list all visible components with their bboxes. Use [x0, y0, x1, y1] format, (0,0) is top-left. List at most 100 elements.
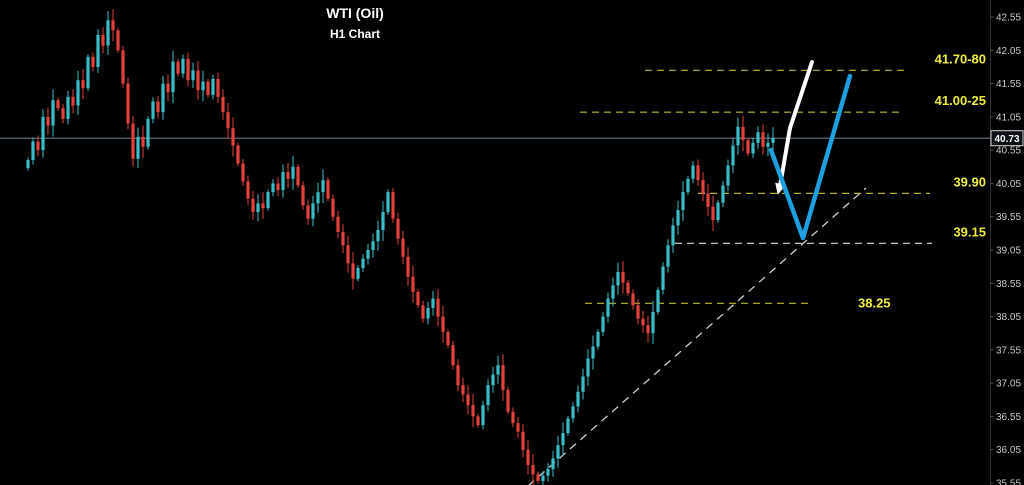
candle	[681, 181, 685, 221]
candle	[56, 97, 60, 111]
candle	[546, 463, 550, 482]
candle	[596, 329, 600, 350]
candle	[616, 262, 620, 295]
candle	[696, 159, 700, 187]
candle	[26, 157, 30, 171]
candle	[376, 220, 380, 251]
candle	[526, 440, 530, 475]
ascending-trendline	[528, 187, 867, 485]
candle	[406, 247, 410, 286]
candle	[686, 176, 690, 195]
candle	[261, 192, 265, 219]
candle	[366, 244, 370, 265]
axis-price-label: 41.55	[996, 79, 1021, 90]
candle	[221, 89, 225, 120]
candle	[396, 212, 400, 245]
candle	[536, 471, 540, 484]
candle	[31, 137, 35, 165]
candle	[456, 359, 460, 392]
candle	[511, 407, 515, 428]
candle	[556, 435, 560, 468]
candle	[241, 159, 245, 186]
candle	[561, 422, 565, 456]
candle	[61, 103, 65, 124]
candle	[386, 189, 390, 215]
candle	[581, 368, 585, 400]
level-label-41-70-80: 41.70-80	[935, 51, 986, 66]
candle	[231, 117, 235, 157]
candle	[186, 52, 190, 87]
candle	[131, 115, 135, 167]
candle	[181, 54, 185, 78]
candle	[101, 27, 105, 54]
candle	[371, 233, 375, 258]
axis-price-label: 42.05	[996, 46, 1021, 57]
candle	[706, 184, 710, 216]
candle	[291, 155, 295, 190]
candle	[446, 329, 450, 348]
candle	[736, 117, 740, 155]
candle	[66, 90, 70, 125]
axis-price-label: 39.05	[996, 246, 1021, 257]
candle	[496, 355, 500, 384]
candle	[421, 300, 425, 323]
candle	[86, 54, 90, 91]
candle	[211, 74, 215, 100]
candle	[311, 195, 315, 227]
candle	[126, 77, 130, 130]
axis-price-label: 42.55	[996, 13, 1021, 24]
level-label-39-15: 39.15	[953, 224, 986, 239]
candle	[156, 95, 160, 119]
candle	[441, 305, 445, 343]
candle	[81, 69, 85, 100]
candle	[361, 254, 365, 273]
axis-price-label: 38.05	[996, 312, 1021, 323]
axis-price-label: 36.55	[996, 412, 1021, 423]
candle	[161, 75, 165, 120]
candle	[766, 133, 770, 157]
candle	[606, 292, 610, 323]
candle	[301, 181, 305, 210]
axis-price-label: 41.05	[996, 112, 1021, 123]
candle	[216, 72, 220, 103]
candle	[226, 102, 230, 138]
candle	[416, 289, 420, 308]
candle	[666, 239, 670, 273]
candle	[676, 200, 680, 235]
candle	[91, 52, 95, 72]
candle	[201, 70, 205, 102]
candle	[436, 289, 440, 326]
candle	[571, 402, 575, 423]
candle	[46, 107, 50, 135]
candle	[451, 340, 455, 370]
candle	[671, 217, 675, 253]
candle	[541, 471, 545, 485]
level-label-38-25: 38.25	[858, 295, 891, 310]
candle	[276, 177, 280, 197]
candle	[566, 415, 570, 436]
candle	[306, 199, 310, 225]
chart-title: WTI (Oil)	[326, 5, 384, 21]
candle	[51, 89, 55, 137]
candle	[136, 127, 140, 169]
candle	[171, 50, 175, 104]
price-axis[interactable]: 42.55 42.05 41.55 41.05 40.55 40.05 39.55 39.05…	[990, 0, 1024, 485]
candle	[336, 210, 340, 238]
candle	[236, 142, 240, 167]
candle	[111, 9, 115, 42]
candle	[246, 175, 250, 205]
candle	[491, 366, 495, 393]
candle	[36, 135, 40, 157]
candle	[476, 413, 480, 428]
candle	[331, 194, 335, 221]
candle	[391, 187, 395, 223]
candle	[586, 349, 590, 386]
candle	[741, 115, 745, 152]
candle	[411, 265, 415, 303]
candle	[431, 290, 435, 316]
candle	[166, 74, 170, 102]
candle	[631, 288, 635, 310]
axis-price-label: 35.55	[996, 479, 1021, 485]
candle	[196, 60, 200, 100]
